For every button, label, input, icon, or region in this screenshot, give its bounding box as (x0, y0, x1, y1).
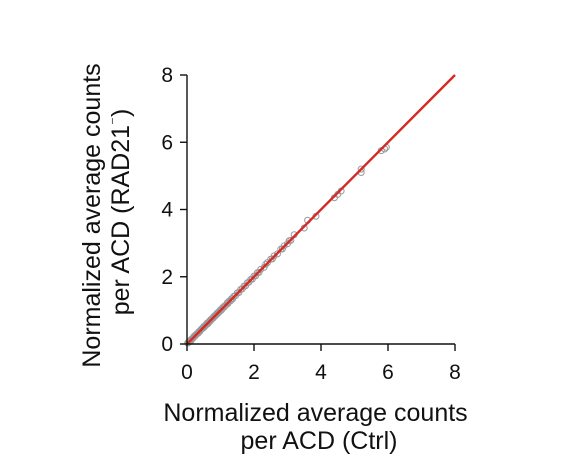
fit-line (186, 74, 456, 345)
y-axis-title-line-1: Normalized average counts (78, 63, 106, 367)
data-point (262, 260, 270, 268)
x-tick-label: 2 (248, 361, 260, 384)
x-tick-label: 8 (449, 361, 461, 384)
x-tick-label: 6 (382, 361, 394, 384)
data-point (357, 165, 365, 173)
y-axis-title-close: ) (107, 109, 135, 117)
y-axis-ticks: 0 2 4 6 8 (161, 64, 187, 356)
y-tick-label: 0 (161, 333, 173, 356)
y-axis-title: Normalized average counts per ACD (RAD21… (78, 56, 135, 367)
y-tick-label: 4 (161, 199, 173, 222)
y-axis-title-superscript: ⁻ (107, 117, 124, 125)
data-point (273, 250, 281, 258)
y-axis-title-line-2: per ACD (RAD21⁻) (107, 109, 135, 316)
x-axis-title-line-2: per ACD (Ctrl) (241, 427, 398, 455)
x-tick-label: 0 (181, 361, 193, 384)
y-axis-title-text: per ACD (RAD21 (107, 125, 135, 315)
x-tick-label: 4 (315, 361, 327, 384)
y-tick-label: 2 (161, 266, 173, 289)
x-axis-ticks: 0 2 4 6 8 (181, 344, 461, 384)
x-axis-title: Normalized average counts per ACD (Ctrl) (163, 399, 474, 455)
data-point (287, 236, 295, 244)
y-tick-label: 6 (161, 131, 173, 154)
x-axis-title-line-1: Normalized average counts (163, 399, 467, 427)
y-tick-label: 8 (161, 64, 173, 87)
